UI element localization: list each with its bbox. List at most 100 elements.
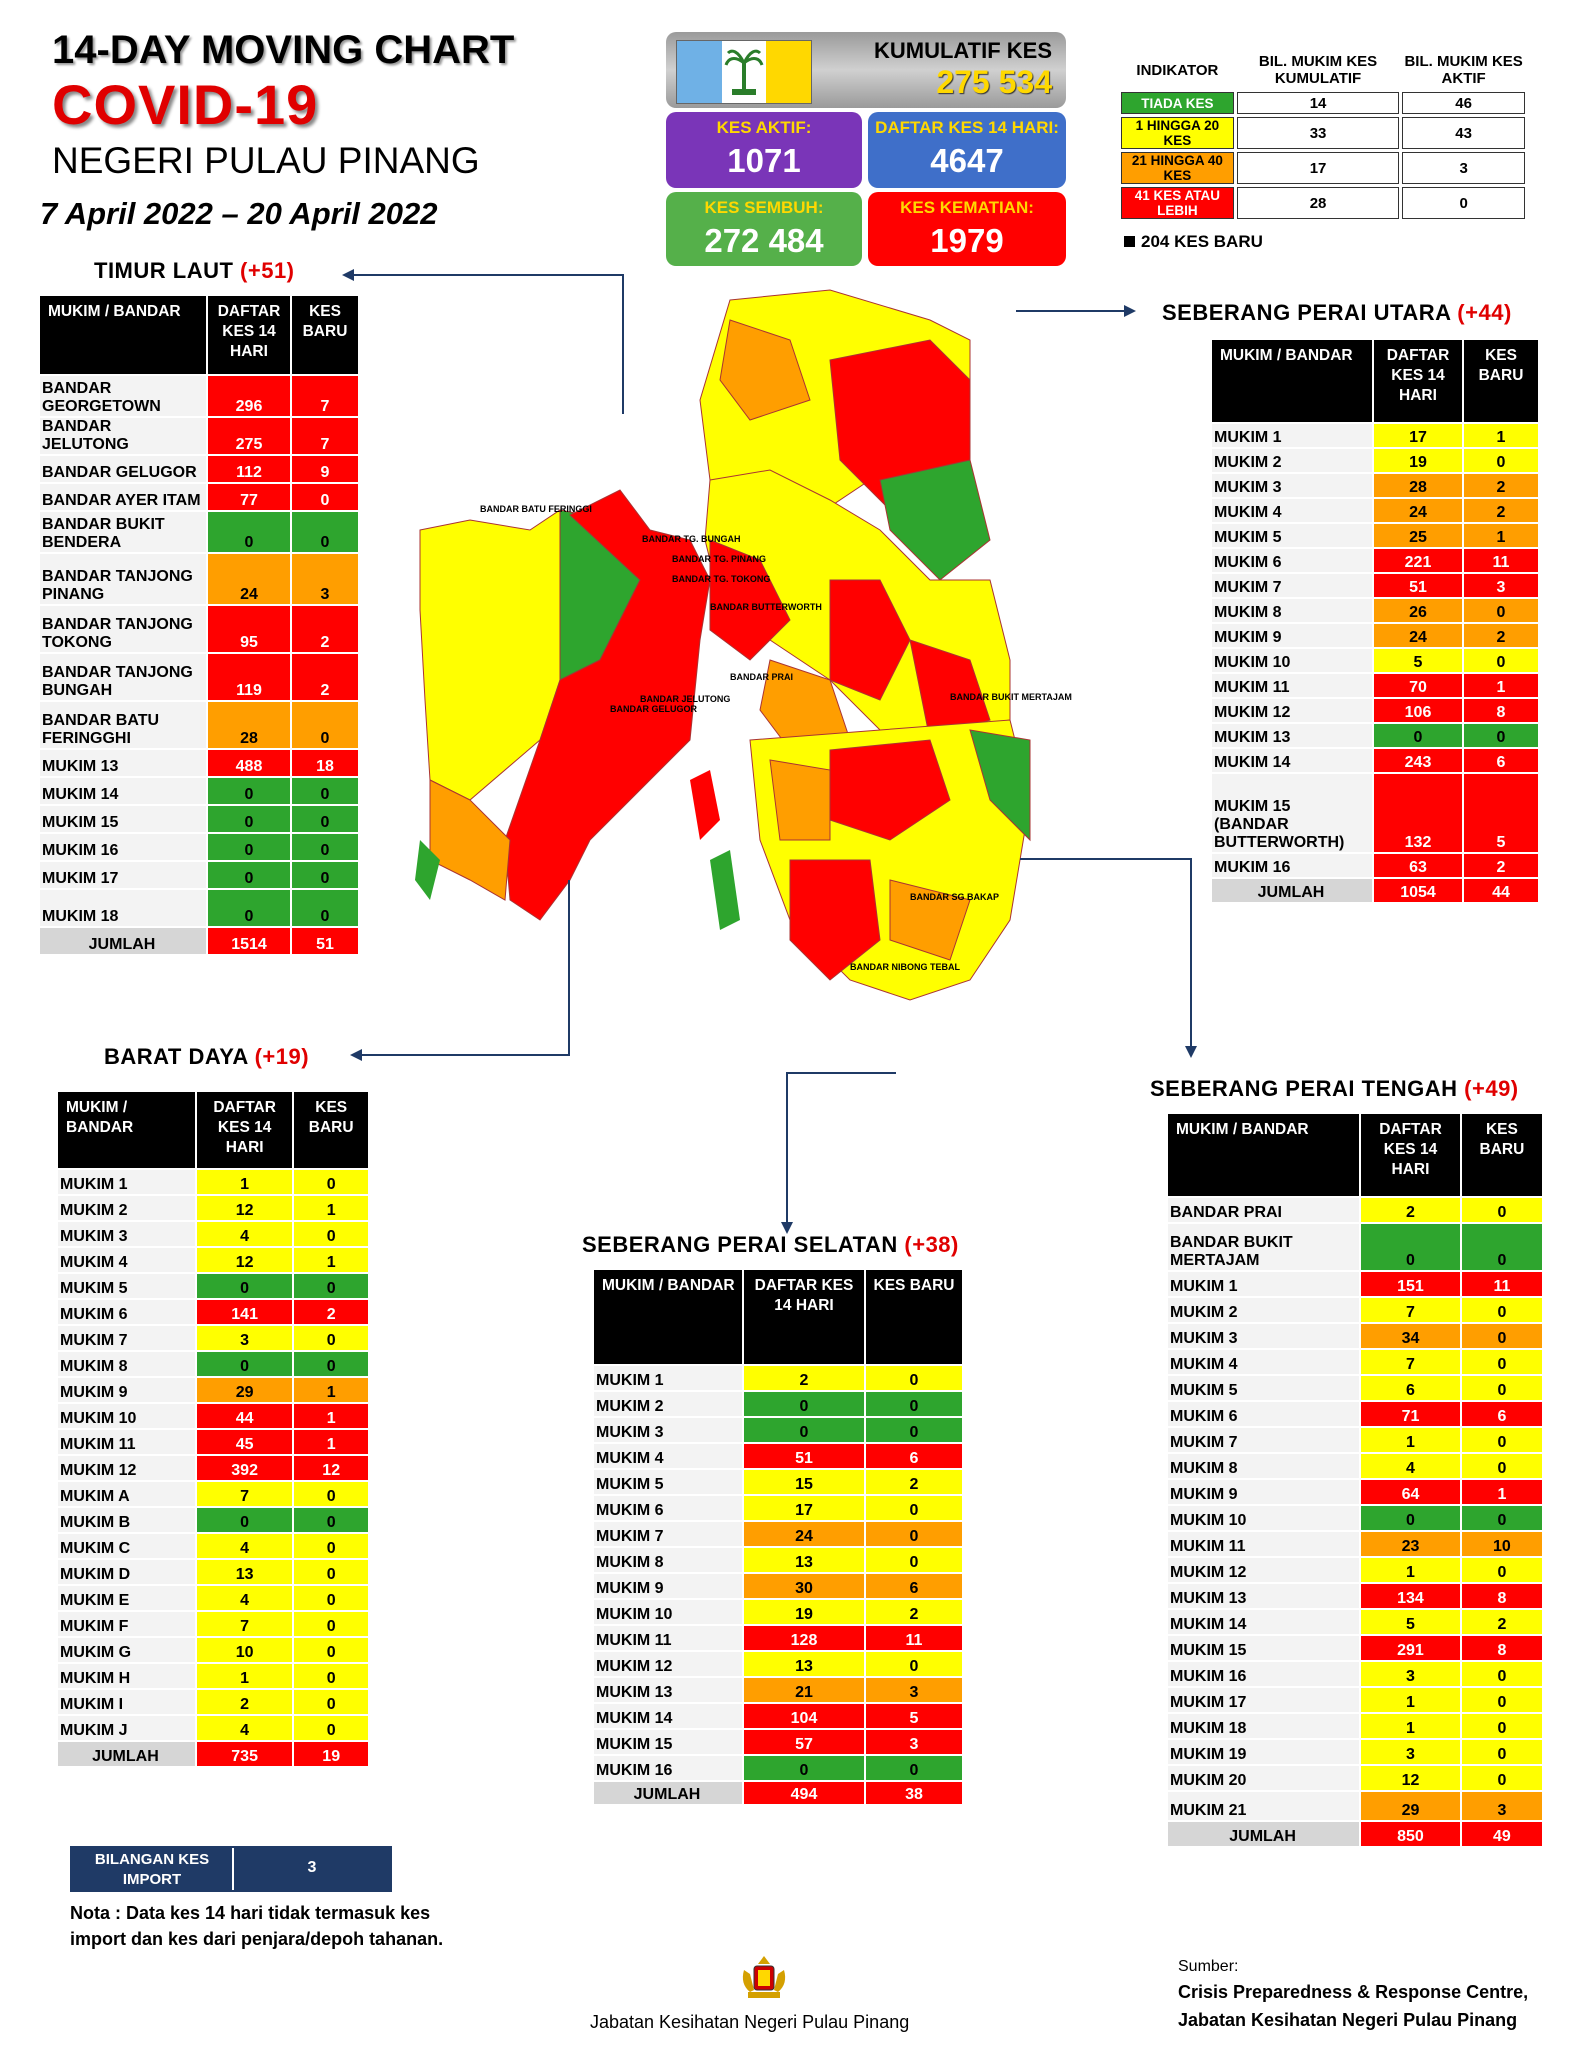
kes-baru-value: 6 [866, 1444, 962, 1468]
indicator-label: 1 HINGGA 20 KES [1121, 117, 1234, 149]
kes-baru-value: 2 [294, 1300, 368, 1324]
kes-baru-value: 0 [292, 484, 358, 510]
kes-baru-value: 2 [1464, 499, 1538, 522]
kes-baru-value: 8 [1461, 1636, 1542, 1660]
daftar-value: 17 [744, 1496, 864, 1520]
indicator-row: TIADA KES 14 46 [1121, 92, 1525, 114]
deaths-value: 1979 [930, 222, 1004, 259]
daftar-value: 71 [1361, 1402, 1460, 1426]
kes-baru-value: 0 [292, 512, 358, 552]
table-row: MUKIM 12 106 8 [1212, 699, 1538, 722]
mukim-name: BANDAR GEORGETOWN [40, 376, 206, 416]
daftar-value: 0 [1374, 724, 1462, 747]
header-mukim: MUKIM / BANDAR [594, 1270, 742, 1364]
map-label-tg-bungah: BANDAR TG. BUNGAH [642, 534, 741, 544]
daftar-value: 0 [196, 1274, 293, 1298]
connector-spt-v [1190, 858, 1192, 1048]
kes-baru-value: 6 [1461, 1402, 1542, 1426]
daftar-cases-box: DAFTAR KES 14 HARI: 4647 [868, 112, 1066, 188]
mukim-name: BANDAR TANJONG BUNGAH [40, 654, 206, 700]
kes-baru-value: 0 [1464, 724, 1538, 747]
mukim-name: MUKIM 8 [1212, 599, 1372, 622]
daftar-value: 0 [208, 834, 290, 860]
kes-baru-value: 0 [292, 862, 358, 888]
mukim-name: MUKIM 6 [58, 1300, 195, 1324]
daftar-value: 13 [196, 1560, 293, 1584]
mukim-name: MUKIM 4 [594, 1444, 742, 1468]
timur-laut-plus: (+51) [240, 258, 295, 283]
mukim-name: MUKIM 11 [1168, 1532, 1360, 1556]
cumulative-value: 275 534 [936, 64, 1052, 100]
table-row: MUKIM 5 15 2 [594, 1470, 962, 1494]
table-row: MUKIM 2 12 1 [58, 1196, 368, 1220]
daftar-value: 7 [1361, 1298, 1460, 1322]
kes-baru-value: 0 [294, 1482, 368, 1506]
mukim-name: BANDAR BATU FERINGGHI [40, 702, 206, 748]
kes-baru-value: 0 [1461, 1198, 1542, 1222]
mukim-name: MUKIM D [58, 1560, 195, 1584]
sumber-line2: Jabatan Kesihatan Negeri Pulau Pinang [1178, 2010, 1518, 2030]
table-row: MUKIM 16 3 0 [1168, 1662, 1542, 1686]
penang-island [415, 489, 720, 921]
table-row: MUKIM 16 0 0 [594, 1756, 962, 1780]
arrow-spu-icon [1124, 305, 1136, 317]
penang-flag-icon [676, 40, 812, 104]
daftar-value: 1 [1361, 1558, 1460, 1582]
kes-baru-value: 3 [292, 554, 358, 604]
mukim-name: BANDAR TANJONG PINANG [40, 554, 206, 604]
table-row: MUKIM 9 24 2 [1212, 624, 1538, 647]
table-row: BANDAR TANJONG PINANG 24 3 [40, 554, 358, 604]
kes-baru-value: 0 [1464, 649, 1538, 672]
daftar-value: 221 [1374, 549, 1462, 572]
daftar-value: 23 [1361, 1532, 1460, 1556]
table-row: BANDAR PRAI 2 0 [1168, 1198, 1542, 1222]
section-title-sps: SEBERANG PERAI SELATAN (+38) [582, 1232, 959, 1258]
new-cases-note: 204 KES BARU [1118, 232, 1528, 252]
table-row: MUKIM G 10 0 [58, 1638, 368, 1662]
connector-barat-daya-v [568, 880, 570, 1056]
mukim-name: MUKIM 9 [594, 1574, 742, 1598]
mukim-name: MUKIM 10 [1168, 1506, 1360, 1530]
table-row: BANDAR BUKIT BENDERA 0 0 [40, 512, 358, 552]
kes-baru-value: 0 [294, 1274, 368, 1298]
kes-baru-value: 12 [294, 1456, 368, 1480]
penang-district-map: BANDAR BATU FERINGGI BANDAR TG. BUNGAH B… [415, 289, 1072, 1001]
connector-sps-v [786, 1072, 788, 1224]
daftar-value: 112 [208, 456, 290, 482]
spt-plus: (+49) [1464, 1076, 1519, 1101]
table-row: MUKIM 18 0 0 [40, 890, 358, 926]
mukim-name: MUKIM 20 [1168, 1766, 1360, 1790]
daftar-label: DAFTAR KES 14 HARI: [875, 118, 1059, 137]
kes-baru-value: 11 [1464, 549, 1538, 572]
daftar-value: 0 [1361, 1224, 1460, 1270]
table-row: BANDAR GEORGETOWN 296 7 [40, 376, 358, 416]
daftar-value: 29 [196, 1378, 293, 1402]
mukim-name: MUKIM 5 [1168, 1376, 1360, 1400]
daftar-value: 4 [196, 1586, 293, 1610]
mukim-name: MUKIM 16 [40, 834, 206, 860]
indicator-active-count: 46 [1402, 92, 1525, 114]
table-row: MUKIM 6 17 0 [594, 1496, 962, 1520]
mukim-name: MUKIM 1 [58, 1170, 195, 1194]
table-row: MUKIM 15 291 8 [1168, 1636, 1542, 1660]
timur-laut-title: TIMUR LAUT [94, 258, 241, 283]
table-row: MUKIM 12 13 0 [594, 1652, 962, 1676]
daftar-value: 3 [1361, 1740, 1460, 1764]
daftar-value: 30 [744, 1574, 864, 1598]
mukim-name: BANDAR BUKIT BENDERA [40, 512, 206, 552]
table-row: MUKIM 17 1 0 [1168, 1688, 1542, 1712]
table-row: MUKIM 11 70 1 [1212, 674, 1538, 697]
kes-baru-value: 2 [1464, 624, 1538, 647]
daftar-value: 24 [208, 554, 290, 604]
total-label: JUMLAH [1168, 1822, 1360, 1846]
table-row: MUKIM 16 63 2 [1212, 854, 1538, 877]
mukim-name: MUKIM 19 [1168, 1740, 1360, 1764]
table-row: MUKIM 15 0 0 [40, 806, 358, 832]
mukim-name: BANDAR PRAI [1168, 1198, 1360, 1222]
mukim-name: MUKIM 6 [1212, 549, 1372, 572]
